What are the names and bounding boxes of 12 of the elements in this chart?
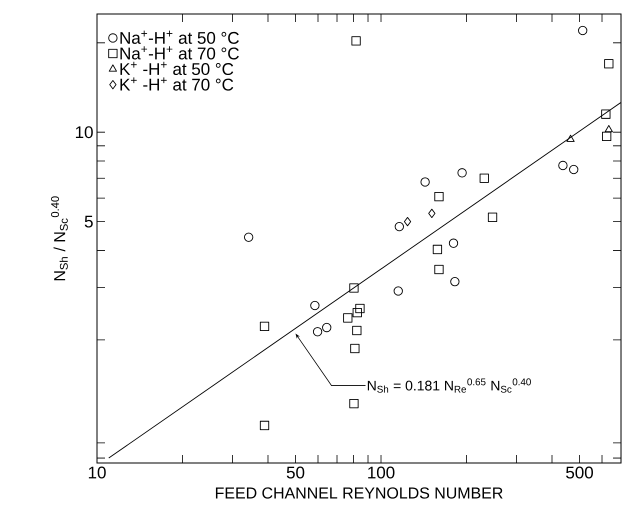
x-tick-label: 50	[286, 466, 304, 479]
legend-label: K$^{+}$ -H$^{+}$ at 50 °C	[120, 62, 234, 76]
annotation: N$_{Sh}$ = 0.181 N$_{Re}$$^{0.65}$ N$_{Sc}$0.40	[368, 378, 531, 393]
legend-label: Na$^{+}$-H$^{+}$ at 50 °C	[120, 30, 239, 44]
legend-label: Na$^{+}$-H$^{+}$ at 70 °C	[120, 46, 239, 60]
x-tick-label: 500	[566, 466, 593, 479]
x-tick-label: 10	[88, 466, 106, 479]
y-tick-label: 5	[84, 216, 93, 228]
x-tick-label: 100	[368, 466, 394, 479]
x-axis-title: FEED CHANNEL REYNOLDS NUMBER	[216, 487, 503, 499]
y-axis-title: N$_{Sh}$ / N$_{Sc}$0.40	[51, 196, 68, 280]
legend-label: K$^{+}$ -H$^{+}$ at 70 °C	[120, 77, 234, 91]
